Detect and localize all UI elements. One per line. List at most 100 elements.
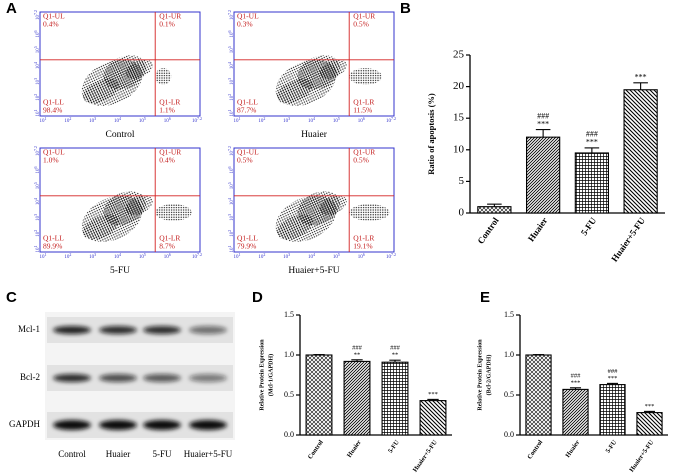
bar xyxy=(477,206,512,214)
x-tick-label: 103 xyxy=(89,116,96,124)
quadrant-name: Q1-UR xyxy=(159,12,181,21)
y-tick-label: 0.5 xyxy=(504,390,514,399)
event-density xyxy=(155,68,172,85)
y-tick-label: 0.0 xyxy=(504,430,514,439)
tick-base: 10 xyxy=(230,95,235,101)
tick-base: 10 xyxy=(36,151,41,157)
y-tick-label: 105 xyxy=(227,182,235,189)
tick-exponent: 2 xyxy=(69,116,71,121)
tick-base: 10 xyxy=(230,231,235,237)
event-density xyxy=(276,214,313,240)
tick-base: 10 xyxy=(64,255,70,260)
y-axis-label-sub: (Mcl-1/GAPDH) xyxy=(267,354,274,396)
tick-base: 10 xyxy=(36,64,41,70)
tick-base: 10 xyxy=(192,255,198,260)
tick-exponent: 7.2 xyxy=(197,252,202,257)
y-tick-label: 103 xyxy=(227,214,235,221)
quadrant-percent: 1.0% xyxy=(43,156,59,165)
quadrant-name: Q1-UR xyxy=(159,148,181,157)
tick-base: 10 xyxy=(36,200,41,206)
quadrant-name: Q1-LL xyxy=(237,234,258,243)
y-axis-label: Ratio of apoptosis (%) xyxy=(426,93,436,175)
event-cloud xyxy=(275,191,390,242)
tick-base: 10 xyxy=(283,119,289,124)
tick-exponent: 3 xyxy=(33,78,38,80)
x-tick-label: 102 xyxy=(64,252,71,260)
tick-exponent: 7.2 xyxy=(391,116,396,121)
x-tick-label: 104 xyxy=(114,252,121,260)
significance-label: *** xyxy=(537,119,549,128)
quadrant-percent: 79.9% xyxy=(237,242,256,251)
tick-base: 10 xyxy=(139,119,145,124)
panel-letter: E xyxy=(480,289,490,306)
tick-exponent: 4 xyxy=(313,116,315,121)
y-tick-label: 101 xyxy=(227,246,235,253)
tick-exponent: 2 xyxy=(33,94,38,96)
tick-base: 10 xyxy=(258,255,264,260)
tick-base: 10 xyxy=(36,168,41,174)
tick-exponent: 2 xyxy=(263,116,265,121)
tick-base: 10 xyxy=(36,111,41,117)
quadrant-percent: 11.5% xyxy=(353,106,372,115)
x-tick-label: 5-FU xyxy=(605,439,619,455)
tick-exponent: 3 xyxy=(94,116,96,121)
blot-band xyxy=(99,326,137,334)
x-tick-label: Huaier xyxy=(346,439,363,459)
quadrant-name: Q1-LL xyxy=(43,234,64,243)
x-tick-label: Control xyxy=(475,215,501,246)
bar xyxy=(636,412,663,436)
y-tick-label: 103 xyxy=(227,78,235,85)
tick-exponent: 6 xyxy=(227,30,232,32)
x-tick-label: 103 xyxy=(89,252,96,260)
event-cloud xyxy=(275,55,382,106)
tick-exponent: 2 xyxy=(33,230,38,232)
tick-base: 10 xyxy=(308,119,314,124)
x-tick-label: Control xyxy=(307,439,325,461)
significance-label: ** xyxy=(392,352,399,359)
x-tick-label: 104 xyxy=(114,116,121,124)
quadrant-name: Q1-LL xyxy=(237,98,258,107)
significance-label: ### xyxy=(586,130,598,139)
y-tick-label: 106 xyxy=(227,30,235,37)
quadrant-name: Q1-UL xyxy=(237,148,259,157)
tick-base: 10 xyxy=(230,151,235,157)
event-density xyxy=(82,78,119,104)
tick-exponent: 2 xyxy=(227,230,232,232)
y-tick-label: 105 xyxy=(33,46,41,53)
tick-base: 10 xyxy=(139,255,145,260)
tick-exponent: 5 xyxy=(227,46,232,48)
y-tick-label: 103 xyxy=(33,78,41,85)
tick-base: 10 xyxy=(114,119,120,124)
plot-title: Huaier+5-FU xyxy=(288,266,339,276)
tick-base: 10 xyxy=(36,247,41,253)
tick-base: 10 xyxy=(283,255,289,260)
tick-exponent: 5 xyxy=(33,46,38,48)
tick-base: 10 xyxy=(333,119,339,124)
significance-label: ### xyxy=(608,368,619,375)
x-tick-label: Huaier+5-FU xyxy=(609,215,647,263)
quadrant-percent: 0.4% xyxy=(43,20,59,29)
quadrant-name: Q1-LR xyxy=(159,98,180,107)
tick-exponent: 3 xyxy=(288,252,290,257)
tick-base: 10 xyxy=(164,119,170,124)
x-tick-label: 106 xyxy=(358,252,365,260)
x-tick-label: 102 xyxy=(258,252,265,260)
tick-exponent: 1 xyxy=(239,252,241,257)
tick-base: 10 xyxy=(230,79,235,85)
plot-title: Control xyxy=(105,130,134,140)
tick-base: 10 xyxy=(230,168,235,174)
tick-exponent: 6 xyxy=(33,30,38,32)
quadrant-percent: 89.9% xyxy=(43,242,62,251)
tick-base: 10 xyxy=(234,255,240,260)
x-tick-label: 107.2 xyxy=(386,252,396,260)
event-cloud xyxy=(81,191,192,242)
y-tick-label: 105 xyxy=(33,182,41,189)
x-tick-label: 104 xyxy=(308,252,315,260)
tick-exponent: 3 xyxy=(288,116,290,121)
event-density xyxy=(349,204,390,221)
y-tick-label: 105 xyxy=(227,46,235,53)
x-tick-label: 107.2 xyxy=(386,116,396,124)
panel-letter: A xyxy=(6,0,17,17)
tick-exponent: 4 xyxy=(33,62,38,64)
